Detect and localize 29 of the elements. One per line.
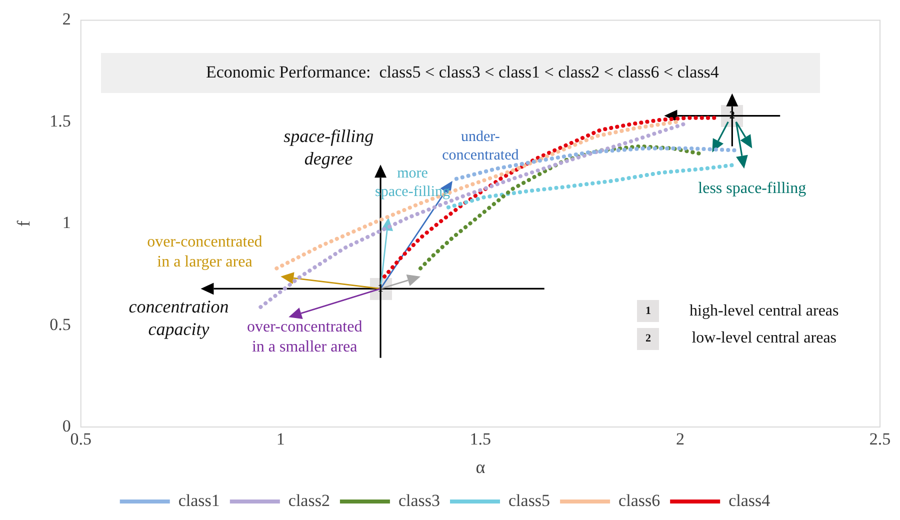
annotation: concentration capacity xyxy=(128,296,229,340)
x-tick-label: 1 xyxy=(276,430,285,449)
annotation: 2 xyxy=(645,332,652,344)
annotation: high-level central areas xyxy=(690,302,839,320)
annotation: Economic Performance: class5 < class3 < class1 < class2 < class6 < class4 xyxy=(206,62,720,82)
y-tick-label: 1.5 xyxy=(50,111,71,130)
y-tick-label: 0 xyxy=(62,416,71,436)
annotation: over-concentrated in a smaller area xyxy=(247,318,362,356)
annotation: low-level central areas xyxy=(692,330,837,347)
y-axis-title: f xyxy=(14,220,34,227)
annotation: under- concentrated xyxy=(442,128,520,164)
x-tick-label: 2.5 xyxy=(869,430,891,449)
legend-label: class4 xyxy=(728,490,771,510)
annotation: space-filling degree xyxy=(284,126,374,168)
y-tick-label: 1 xyxy=(62,213,71,232)
x-tick-label: 2 xyxy=(676,430,684,449)
legend-label: class6 xyxy=(618,490,660,510)
legend-label: class1 xyxy=(178,490,220,510)
y-tick-label: 2 xyxy=(62,10,71,29)
x-tick-label: 1.5 xyxy=(470,430,492,449)
annotation: less space-filling xyxy=(698,180,806,198)
legend-label: class3 xyxy=(398,490,440,510)
legend-label: class2 xyxy=(288,490,330,510)
annotation: 1 xyxy=(378,282,384,295)
y-tick-label: 0.5 xyxy=(50,314,71,334)
annotation: over-concentrated in a larger area xyxy=(147,233,262,270)
annotation: 1 xyxy=(645,304,651,317)
legend-label: class5 xyxy=(508,490,550,510)
x-axis-title: α xyxy=(476,456,486,477)
